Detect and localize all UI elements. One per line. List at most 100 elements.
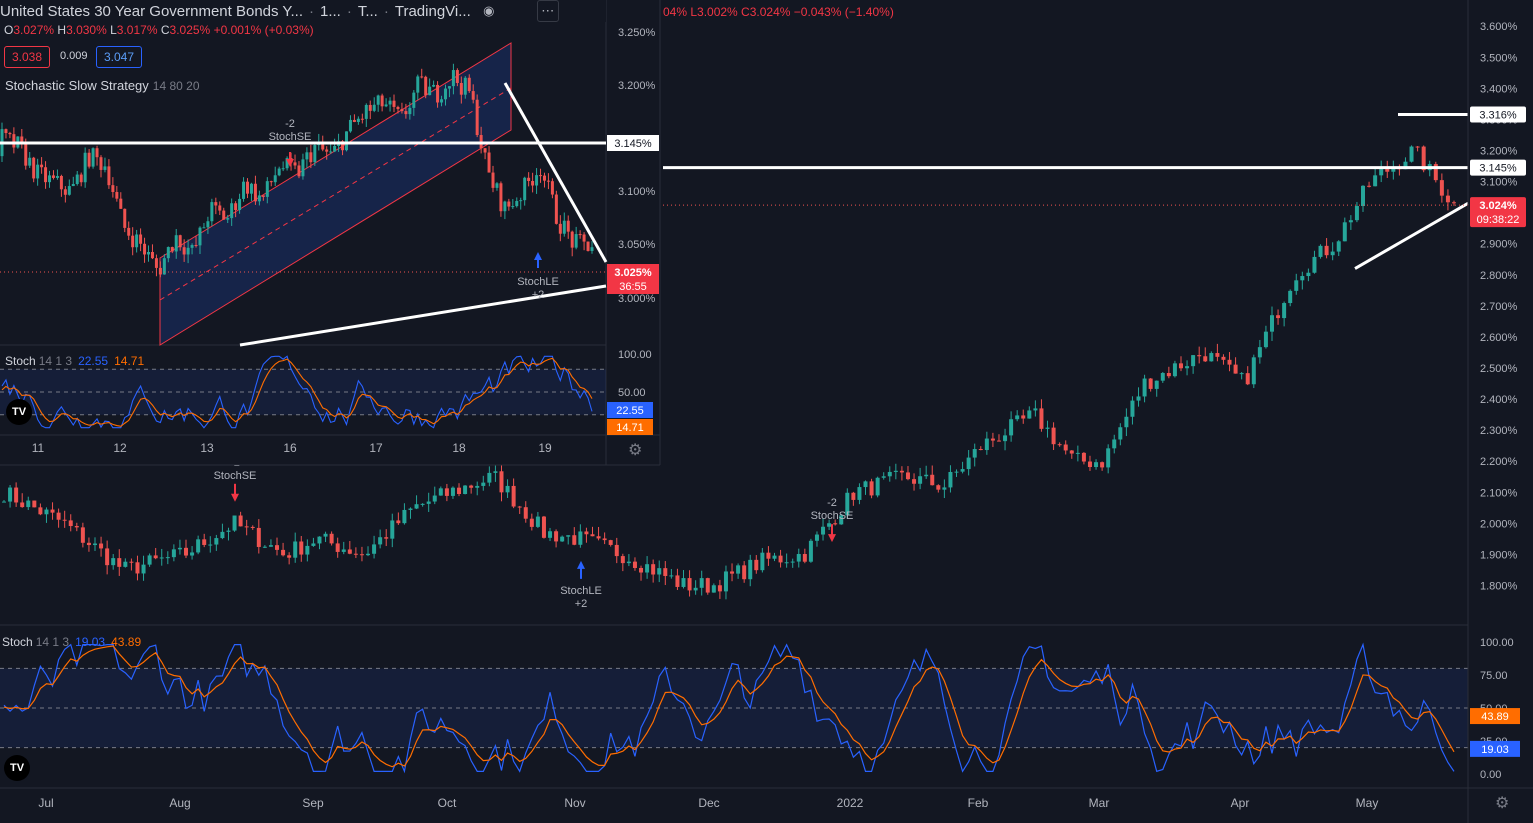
candle-body	[256, 527, 261, 547]
inset-title-bar[interactable]: United States 30 Year Government Bonds Y…	[0, 0, 606, 22]
price-axis-label: 2.200%	[1480, 456, 1518, 468]
sell-price-button[interactable]: 3.038	[4, 46, 50, 68]
candle-body	[1191, 355, 1196, 367]
candle-body	[681, 578, 686, 587]
inset-candle-body	[131, 235, 135, 248]
candle-body	[905, 472, 910, 480]
candle-body	[529, 518, 534, 527]
candle-body	[857, 487, 862, 500]
inset-candle-body	[459, 82, 463, 95]
symbol-name[interactable]: United States 30 Year Government Bonds Y…	[0, 2, 303, 20]
candle-body	[948, 471, 953, 488]
buy-price-button[interactable]: 3.047	[96, 46, 142, 68]
settings-gear-icon[interactable]: ⚙	[628, 442, 643, 459]
candle-body	[1239, 373, 1244, 375]
candle-body	[566, 535, 571, 537]
inset-last-tag: 3.025%	[614, 267, 652, 279]
candle-body	[918, 476, 923, 484]
candle-body	[1288, 290, 1293, 304]
inset-candle-body	[63, 189, 67, 195]
candle-body	[954, 471, 959, 473]
candle-body	[366, 553, 371, 556]
candle-body	[517, 506, 522, 508]
bar-countdown: 09:38:22	[1477, 214, 1520, 226]
candle-body	[232, 515, 237, 531]
candle-body	[924, 474, 929, 477]
exchange-label[interactable]: T...	[357, 2, 378, 20]
candle-body	[1118, 427, 1123, 440]
inset-support-line	[239, 284, 607, 347]
main-stoch-pane[interactable]	[0, 642, 1468, 774]
candle-body	[390, 520, 395, 539]
candle-body	[50, 509, 55, 513]
inset-candle-body	[143, 243, 147, 255]
candle-body	[505, 485, 510, 493]
candle-body	[1197, 355, 1202, 357]
inset-chart[interactable]: 3.250% 3.200% 3.100% 3.050% 3.000% 11 12 13 16 17…	[0, 0, 661, 466]
settings-gear-icon[interactable]: ⚙	[1495, 795, 1510, 812]
inset-candle-body	[249, 183, 253, 194]
level-price-tag: 3.145%	[1479, 163, 1517, 175]
inset-stoch-d-tag: 14.71	[616, 422, 644, 434]
inset-stoch-legend[interactable]: Stoch 14 1 3 22.55 14.71	[5, 354, 145, 368]
candle-body	[80, 527, 85, 543]
inset-price-label: 3.000%	[618, 293, 656, 305]
inset-candle-body	[344, 131, 348, 151]
candle-body	[450, 487, 455, 496]
inset-candle-body	[507, 201, 511, 207]
last-price-tag-bg	[1470, 197, 1526, 228]
inset-candle-body	[535, 175, 539, 186]
price-axis-label: 2.100%	[1480, 487, 1518, 499]
source-label[interactable]: TradingVi...	[394, 2, 471, 20]
inset-candle-body	[297, 165, 301, 177]
candle-body	[1269, 315, 1274, 332]
interval-label[interactable]: 1...	[319, 2, 341, 20]
candle-body	[839, 515, 844, 525]
inset-candle-body	[87, 152, 91, 167]
candle-body	[887, 471, 892, 477]
inset-background	[0, 0, 660, 465]
candle-body	[190, 552, 195, 556]
candle-body	[790, 561, 795, 563]
inset-time-label: 18	[452, 441, 466, 455]
ohlc-high: 3.030%	[66, 23, 107, 37]
candle-body	[238, 515, 243, 527]
more-menu-icon[interactable]: ⋯	[536, 0, 559, 22]
inset-candle-body	[293, 162, 297, 166]
candle-body	[481, 482, 486, 486]
strategy-legend[interactable]: Stochastic Slow Strategy 14 80 20	[5, 78, 200, 93]
inset-candle-body	[178, 235, 182, 248]
candle-body	[44, 509, 49, 515]
tradingview-logo-icon[interactable]: TV	[4, 755, 30, 781]
candle-body	[893, 470, 898, 472]
candle-body	[432, 495, 437, 502]
candle-body	[651, 564, 656, 575]
inset-candle-body	[483, 148, 487, 153]
candle-body	[590, 534, 595, 537]
tradingview-logo-icon[interactable]: TV	[6, 399, 32, 425]
candle-body	[275, 545, 280, 550]
candle-body	[1354, 206, 1359, 221]
inset-candle-body	[123, 208, 127, 228]
candle-body	[596, 536, 601, 539]
main-stoch-legend[interactable]: Stoch 14 1 3 19.03 43.89	[2, 635, 142, 649]
candle-body	[323, 533, 328, 537]
inset-candle-body	[162, 258, 166, 275]
inset-candle-body	[44, 167, 48, 183]
inset-candle-body	[253, 183, 257, 202]
price-axis-label: 2.600%	[1480, 332, 1518, 344]
candle-body	[1106, 448, 1111, 468]
signal-label: StochLE	[560, 585, 602, 597]
candle-body	[56, 512, 61, 520]
candle-body	[1003, 435, 1008, 442]
eye-icon[interactable]: ◉	[483, 3, 495, 18]
inset-candle-body	[412, 92, 416, 108]
candle-body	[105, 548, 110, 566]
candle-body	[1081, 452, 1086, 462]
candle-body	[111, 558, 116, 566]
candle-body	[602, 538, 607, 541]
candle-body	[226, 530, 231, 532]
price-axis-label: 3.400%	[1480, 83, 1518, 95]
